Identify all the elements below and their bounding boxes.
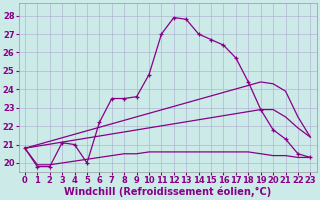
X-axis label: Windchill (Refroidissement éolien,°C): Windchill (Refroidissement éolien,°C) <box>64 187 271 197</box>
